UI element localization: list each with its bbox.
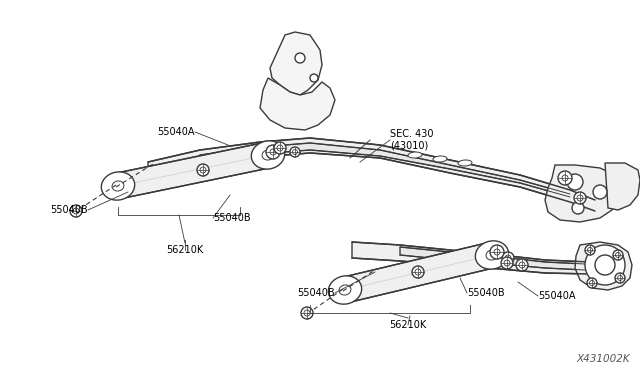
Circle shape [572,202,584,214]
Circle shape [295,53,305,63]
Circle shape [70,205,82,217]
Circle shape [266,145,280,159]
Circle shape [567,174,583,190]
Text: 55040B: 55040B [213,213,251,223]
Polygon shape [545,165,620,222]
Ellipse shape [252,141,285,169]
Ellipse shape [476,241,509,269]
Circle shape [585,245,595,255]
Ellipse shape [328,276,362,304]
Polygon shape [260,78,335,130]
Circle shape [197,164,209,176]
Circle shape [593,185,607,199]
Circle shape [558,171,572,185]
Polygon shape [342,242,495,303]
Circle shape [587,278,597,288]
Circle shape [502,252,514,264]
Text: X431002K: X431002K [577,354,630,364]
Circle shape [274,142,286,154]
Polygon shape [270,32,322,95]
Polygon shape [148,138,595,211]
Polygon shape [605,163,640,210]
Circle shape [490,245,504,259]
Text: 55040B: 55040B [51,205,88,215]
Circle shape [301,307,313,319]
Text: 55040B: 55040B [467,288,504,298]
Polygon shape [352,242,590,274]
Circle shape [574,192,586,204]
Circle shape [585,245,625,285]
Text: 56210K: 56210K [166,245,204,255]
Circle shape [412,266,424,278]
Text: 55040B: 55040B [298,288,335,298]
Polygon shape [200,143,570,197]
Circle shape [290,147,300,157]
Polygon shape [575,242,632,290]
Text: 55040A: 55040A [538,291,575,301]
Circle shape [501,257,513,269]
Circle shape [516,259,528,271]
Ellipse shape [408,152,422,158]
Polygon shape [115,142,271,199]
Circle shape [310,74,318,82]
Circle shape [613,250,623,260]
Circle shape [615,273,625,283]
Text: 56210K: 56210K [389,320,427,330]
Ellipse shape [433,156,447,162]
Polygon shape [400,247,585,270]
Text: 55040A: 55040A [157,127,195,137]
Ellipse shape [458,160,472,166]
Ellipse shape [101,172,134,200]
Text: SEC. 430
(43010): SEC. 430 (43010) [390,129,433,151]
